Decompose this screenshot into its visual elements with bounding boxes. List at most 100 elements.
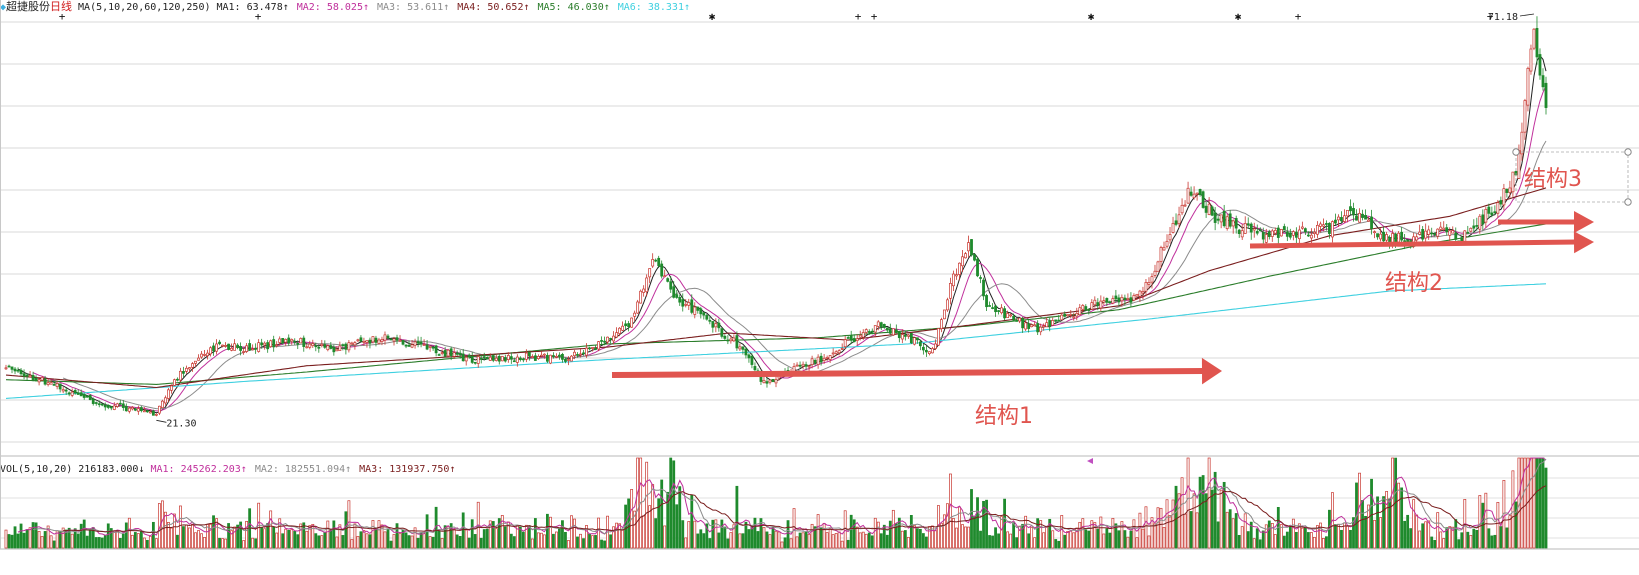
candle-up [1042, 325, 1046, 328]
volume-bar-down [783, 537, 787, 549]
candle-up [1009, 314, 1013, 317]
candle-up [115, 403, 119, 407]
volume-bar-down [870, 535, 874, 549]
candle-up [949, 282, 952, 299]
candle-up [645, 277, 649, 293]
candle-up [1135, 293, 1139, 297]
volume-bar-up [377, 520, 381, 549]
volume-bar-down [329, 529, 333, 549]
candle-up [55, 383, 59, 387]
volume-bar-up [1126, 536, 1130, 549]
volume-bar-down [7, 534, 11, 549]
candle-up [642, 288, 646, 293]
candle-up [876, 321, 880, 327]
volume-bar-up [1147, 535, 1151, 549]
volume-bar-down [1303, 527, 1307, 549]
volume-bar-down [1012, 522, 1016, 549]
selection-box [1515, 151, 1629, 203]
candle-up [1463, 230, 1467, 242]
volume-bar-down [461, 512, 465, 549]
volume-bar-down [431, 536, 435, 549]
candle-down [34, 377, 38, 382]
extrema-labels: 21.30 71.18 [156, 12, 1535, 464]
volume-bar-down [735, 485, 739, 549]
volume-bar-up [1523, 457, 1527, 549]
volume-bar-down [979, 530, 982, 549]
vol-ma-value-2: MA2: 182551.094↑ [254, 464, 352, 475]
candle-down [461, 353, 465, 362]
volume-bar-up [200, 533, 203, 549]
candle-down [552, 355, 555, 357]
volume-bar-down [1198, 476, 1202, 549]
candle-down [145, 410, 149, 413]
candle-down [1204, 205, 1208, 213]
candle-up [1147, 282, 1151, 285]
volume-bar-down [1352, 517, 1355, 549]
volume-bar-down [359, 531, 363, 549]
candle-up [1186, 187, 1190, 204]
volume-bar-down [741, 533, 745, 549]
candle-down [458, 352, 462, 356]
candle-down [624, 323, 628, 327]
volume-bar-up [338, 524, 342, 549]
candle-down [1394, 233, 1398, 243]
candle-down [407, 344, 411, 347]
period-label[interactable]: 日线 [50, 0, 73, 13]
candle-down [431, 346, 435, 349]
volume-bar-up [347, 500, 351, 549]
volume-bar-up [843, 510, 847, 549]
candle-down [1355, 215, 1358, 221]
candle-up [855, 338, 859, 341]
structure2-arrow-shaft [1249, 239, 1577, 249]
ma6-line [5, 283, 1547, 399]
volume-bar-up [188, 527, 191, 549]
volume-bar-down [1222, 481, 1226, 549]
candle-down [909, 333, 913, 344]
candle-down [434, 345, 438, 354]
candle-down [879, 322, 883, 328]
volume-bar-down [771, 526, 775, 549]
candle-up [290, 339, 294, 342]
volume-bar-down [672, 460, 676, 549]
event-marker: + [871, 10, 878, 23]
candle-down [1288, 232, 1292, 238]
candle-up [299, 338, 303, 344]
candle-down [1021, 318, 1025, 329]
volume-bar-down [991, 535, 994, 549]
candle-down [236, 344, 240, 349]
volume-bar-down [1117, 530, 1121, 549]
candle-up [1102, 300, 1106, 303]
volume-bar-up [452, 528, 456, 549]
volume-bar-down [702, 533, 706, 549]
candle-down [997, 310, 1000, 312]
volume-bar-down [521, 531, 525, 549]
candle-down [973, 254, 976, 261]
volume-bar-up [209, 523, 212, 549]
volume-bar-down [681, 520, 685, 549]
candle-up [1511, 171, 1515, 193]
candle-down [419, 341, 423, 345]
candle-down [903, 334, 907, 337]
volume-bar-up [780, 541, 784, 549]
candle-down [121, 403, 125, 408]
structure-label-3: 结构3 [1524, 167, 1582, 192]
volume-bar-up [943, 514, 946, 549]
ma5-line [5, 223, 1547, 385]
volume-bar-up [946, 503, 949, 549]
volume-bar-down [437, 530, 441, 549]
vol-ma-value-list: MA1: 245262.203↑ MA2: 182551.094↑ MA3: 131… [150, 464, 463, 475]
candle-up [861, 332, 865, 338]
volume-bar-up [1358, 472, 1361, 549]
candle-up [494, 357, 498, 361]
candle-down [561, 354, 564, 360]
candle-down [1114, 295, 1118, 300]
candle-down [124, 406, 128, 412]
stock-name[interactable]: 超捷股份 [6, 0, 51, 13]
volume-bar-up [179, 505, 182, 549]
candle-down [1048, 320, 1052, 327]
candle-down [678, 296, 682, 303]
candle-down [982, 279, 985, 297]
candle-down [88, 395, 92, 401]
candle-down [293, 341, 297, 343]
